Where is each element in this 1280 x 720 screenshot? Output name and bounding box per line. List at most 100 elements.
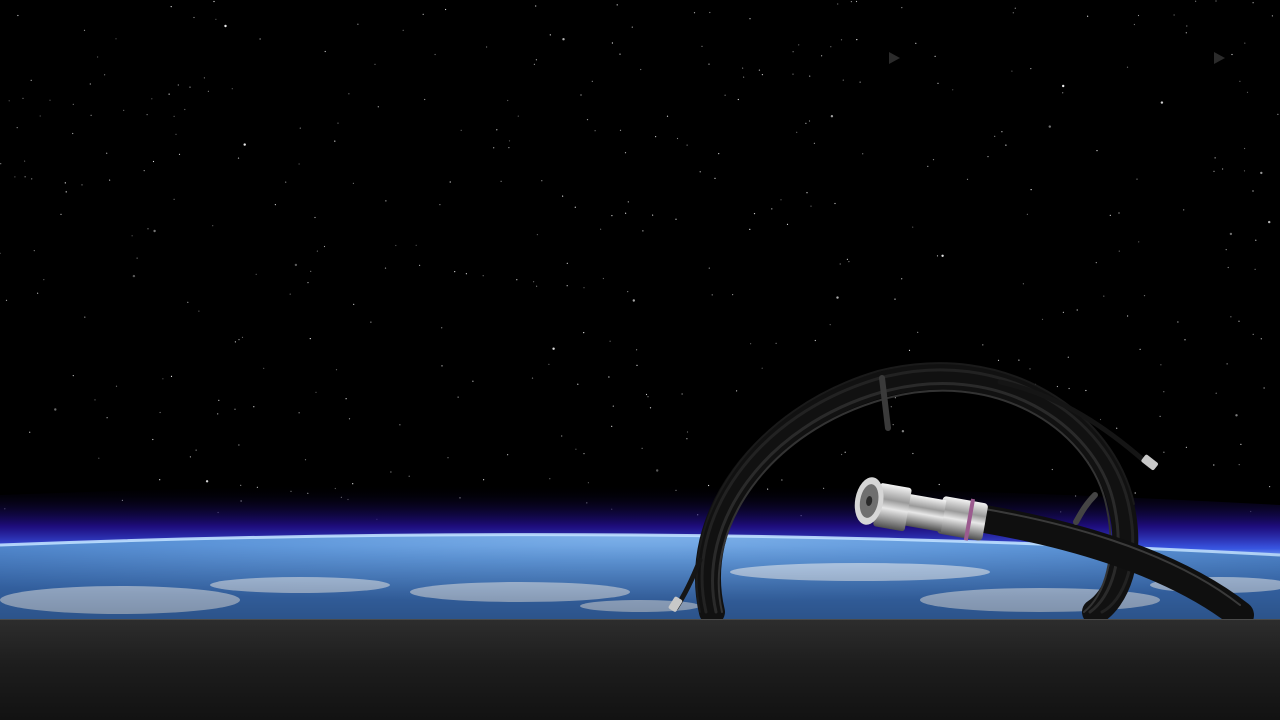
star <box>115 385 118 387</box>
star <box>1085 389 1087 392</box>
star <box>813 142 816 144</box>
star <box>1127 315 1129 317</box>
star <box>645 393 648 396</box>
star <box>1222 168 1224 170</box>
star <box>24 160 26 162</box>
star <box>912 452 914 455</box>
star <box>952 89 954 91</box>
star <box>1062 92 1064 94</box>
star <box>1159 415 1161 417</box>
star <box>1018 359 1020 361</box>
star <box>830 46 832 48</box>
star <box>915 42 917 44</box>
star <box>594 130 596 132</box>
star <box>1096 150 1098 152</box>
star <box>323 245 326 248</box>
star <box>1137 14 1140 17</box>
star <box>1215 392 1217 394</box>
star <box>842 79 844 81</box>
star <box>805 122 807 124</box>
star <box>1026 213 1028 215</box>
star <box>65 191 67 193</box>
star <box>14 176 16 178</box>
star <box>997 359 1000 361</box>
star <box>575 448 577 450</box>
star <box>1255 239 1257 241</box>
star <box>987 156 989 158</box>
star <box>636 349 638 351</box>
star <box>507 99 509 102</box>
star <box>175 133 177 135</box>
star <box>178 153 181 155</box>
star <box>441 327 443 329</box>
star <box>1118 250 1120 252</box>
star <box>844 451 846 453</box>
star <box>533 63 536 65</box>
star <box>422 13 424 15</box>
star <box>640 68 642 71</box>
star <box>390 471 392 473</box>
star <box>736 390 738 392</box>
star <box>724 94 726 96</box>
star <box>676 137 679 140</box>
star <box>1252 2 1254 4</box>
star <box>894 397 897 399</box>
star <box>701 45 703 47</box>
star <box>29 431 31 433</box>
star <box>205 480 209 483</box>
star <box>1068 387 1070 390</box>
star <box>83 29 86 31</box>
star <box>1225 249 1227 251</box>
star <box>234 408 236 410</box>
star <box>460 129 462 131</box>
star <box>131 235 133 237</box>
star <box>231 88 233 90</box>
star <box>742 67 744 69</box>
star <box>457 396 459 398</box>
star <box>218 399 220 401</box>
star <box>234 341 236 343</box>
star <box>709 11 711 14</box>
star <box>1215 0 1217 2</box>
star <box>814 339 816 342</box>
star <box>892 424 894 426</box>
star <box>173 115 175 117</box>
star <box>761 74 764 76</box>
hero-image <box>0 0 1280 619</box>
star <box>611 215 613 217</box>
star <box>454 271 456 273</box>
star <box>531 377 534 379</box>
star <box>850 1 853 3</box>
star <box>8 100 10 102</box>
star <box>901 7 903 9</box>
star <box>693 12 696 14</box>
star <box>711 294 713 296</box>
star <box>761 367 763 369</box>
star <box>213 0 215 3</box>
star <box>1139 348 1141 350</box>
star <box>1163 391 1165 393</box>
star <box>115 38 117 40</box>
star <box>1230 316 1232 318</box>
star <box>1226 363 1228 365</box>
star <box>609 340 611 342</box>
play-arrow-icon[interactable] <box>1214 52 1225 64</box>
star <box>31 178 33 180</box>
star <box>516 279 518 281</box>
star <box>890 406 892 408</box>
hero-banner <box>0 0 1280 619</box>
star <box>493 147 495 149</box>
star <box>855 0 858 3</box>
star <box>647 396 649 398</box>
star <box>151 98 153 100</box>
star <box>1227 266 1229 269</box>
star <box>184 108 186 111</box>
star <box>37 292 39 294</box>
star <box>1195 0 1197 2</box>
star <box>152 438 154 441</box>
star <box>856 39 858 41</box>
star <box>170 375 173 377</box>
star <box>830 115 834 118</box>
star <box>1076 309 1078 311</box>
play-arrow-icon[interactable] <box>889 52 900 64</box>
